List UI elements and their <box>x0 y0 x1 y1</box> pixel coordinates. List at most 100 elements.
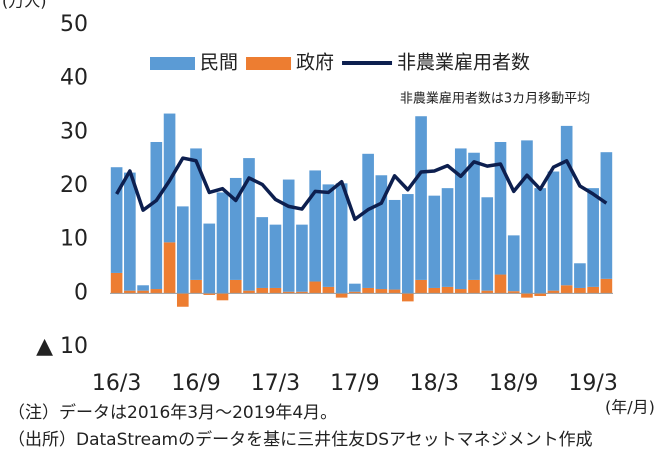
bar <box>349 283 361 292</box>
bar <box>481 290 494 294</box>
y-tick-label: 10 <box>60 227 88 252</box>
bar <box>269 287 282 294</box>
bar <box>468 152 480 280</box>
bar <box>574 287 586 294</box>
x-tick-label: 16/3 <box>92 371 141 396</box>
bar <box>560 125 573 286</box>
bar <box>428 195 441 288</box>
bar <box>282 291 295 294</box>
bar <box>534 188 547 294</box>
bar <box>296 224 308 292</box>
bar <box>441 286 454 294</box>
bar <box>176 206 189 294</box>
bar <box>388 199 401 290</box>
bar <box>216 293 229 301</box>
annotation: 非農業雇用者数は3カ月移動平均 <box>400 91 590 107</box>
bar <box>402 194 414 294</box>
bar <box>269 224 282 288</box>
note: （注）データは2016年3月～2019年4月。 <box>8 402 337 423</box>
bar <box>362 153 374 288</box>
bar <box>375 175 388 290</box>
line <box>115 156 608 222</box>
bar <box>137 285 149 291</box>
bar <box>322 286 335 294</box>
bar <box>494 274 507 294</box>
bar <box>349 291 361 294</box>
bar <box>362 287 374 294</box>
bar <box>468 279 480 294</box>
bar <box>150 289 163 294</box>
bar <box>481 197 494 291</box>
bar <box>335 183 348 294</box>
bar <box>507 291 520 294</box>
bar <box>521 140 533 294</box>
bar <box>415 279 427 294</box>
x-tick-label: 19/3 <box>568 371 617 396</box>
bar <box>190 148 202 280</box>
bar <box>309 281 321 294</box>
bar <box>163 242 176 294</box>
x-tick-label: 18/3 <box>410 371 459 396</box>
bar <box>309 170 321 282</box>
bar <box>243 158 255 291</box>
bar <box>388 289 401 294</box>
bar <box>296 291 308 294</box>
bar <box>110 167 123 273</box>
bar <box>110 272 123 294</box>
legend-label: 民間 <box>200 52 238 74</box>
bar <box>560 285 573 294</box>
y-tick-label: 0 <box>74 280 88 305</box>
y-tick-label: 50 <box>60 12 88 37</box>
bar <box>176 293 189 307</box>
bar <box>322 184 335 287</box>
bar <box>190 279 202 294</box>
bar <box>137 290 149 294</box>
bar <box>428 287 441 294</box>
x-tick-label: 17/9 <box>330 371 379 396</box>
bar <box>216 192 229 294</box>
bar <box>600 278 613 294</box>
y-tick-label: 30 <box>60 119 88 144</box>
bar <box>600 152 613 279</box>
legend-label: 政府 <box>296 52 334 74</box>
y-tick-label: ▲ 10 <box>36 334 88 359</box>
bar <box>402 293 414 302</box>
bar <box>256 217 269 288</box>
bar <box>229 177 242 280</box>
y-tick-label: 20 <box>60 173 88 198</box>
legend-swatch <box>150 57 195 70</box>
bar <box>124 172 136 291</box>
bar <box>507 235 520 292</box>
bar <box>454 148 467 290</box>
x-unit: (年/月) <box>605 398 655 417</box>
x-tick-label: 18/9 <box>489 371 538 396</box>
bar <box>547 290 560 294</box>
x-tick-label: 17/3 <box>251 371 300 396</box>
bar <box>229 279 242 294</box>
bar <box>441 188 454 287</box>
bar <box>574 263 586 288</box>
bar <box>375 289 388 294</box>
bar <box>547 171 560 291</box>
bar <box>203 293 216 295</box>
bar <box>494 141 507 275</box>
source: （出所）DataStreamのデータを基に三井住友DSアセットマネジメント作成 <box>8 429 593 450</box>
bar <box>454 289 467 294</box>
bar <box>415 116 427 280</box>
bar <box>587 286 599 294</box>
bar <box>282 179 295 292</box>
x-tick-label: 16/9 <box>171 371 220 396</box>
legend-swatch <box>246 57 292 70</box>
bar <box>243 290 255 294</box>
bar <box>521 293 533 298</box>
bar <box>203 223 216 294</box>
y-tick-label: 40 <box>60 66 88 91</box>
bar <box>256 287 269 294</box>
bar <box>587 188 599 287</box>
bar <box>150 141 163 290</box>
legend-label: 非農業雇用者数 <box>397 52 530 74</box>
bar <box>534 293 547 297</box>
bar <box>335 293 348 298</box>
y-unit: (万人) <box>2 0 47 11</box>
